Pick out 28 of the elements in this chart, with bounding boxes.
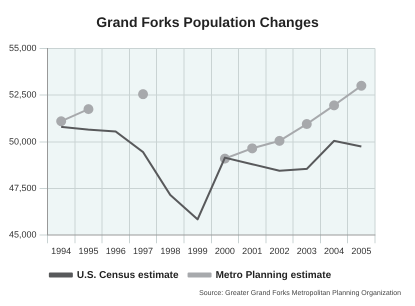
y-tick-label: 55,000 bbox=[8, 42, 37, 53]
x-tick-label: 2004 bbox=[324, 246, 344, 256]
x-tick-label: 2000 bbox=[214, 246, 235, 256]
chart-title: Grand Forks Population Changes bbox=[95, 14, 320, 30]
point bbox=[274, 136, 284, 146]
x-tick-label: 2002 bbox=[269, 246, 290, 256]
point bbox=[329, 100, 340, 110]
point bbox=[138, 89, 148, 100]
x-tick-label: 2005 bbox=[351, 246, 372, 256]
x-tick-label: 1996 bbox=[106, 246, 126, 256]
point bbox=[83, 104, 94, 114]
y-tick-label: 47,500 bbox=[8, 182, 37, 193]
legend-label: Metro Planning estimate bbox=[216, 270, 332, 281]
x-tick-label: 1997 bbox=[133, 246, 154, 256]
y-tick-label: 52,500 bbox=[8, 90, 37, 100]
point bbox=[356, 80, 366, 91]
x-tick-label: 1994 bbox=[51, 246, 72, 256]
y-tick-label: 45,000 bbox=[8, 230, 37, 240]
x-tick-label: 1995 bbox=[78, 246, 98, 256]
point bbox=[247, 143, 258, 154]
point bbox=[56, 116, 66, 126]
point bbox=[302, 119, 312, 130]
x-tick-label: 2003 bbox=[296, 246, 317, 256]
y-tick-label: 50,000 bbox=[8, 136, 37, 146]
legend-label: U.S. Census estimate bbox=[76, 270, 179, 281]
x-tick-label: 1998 bbox=[160, 246, 180, 256]
x-tick-label: 1999 bbox=[188, 246, 208, 256]
x-tick-label: 2001 bbox=[242, 246, 262, 256]
